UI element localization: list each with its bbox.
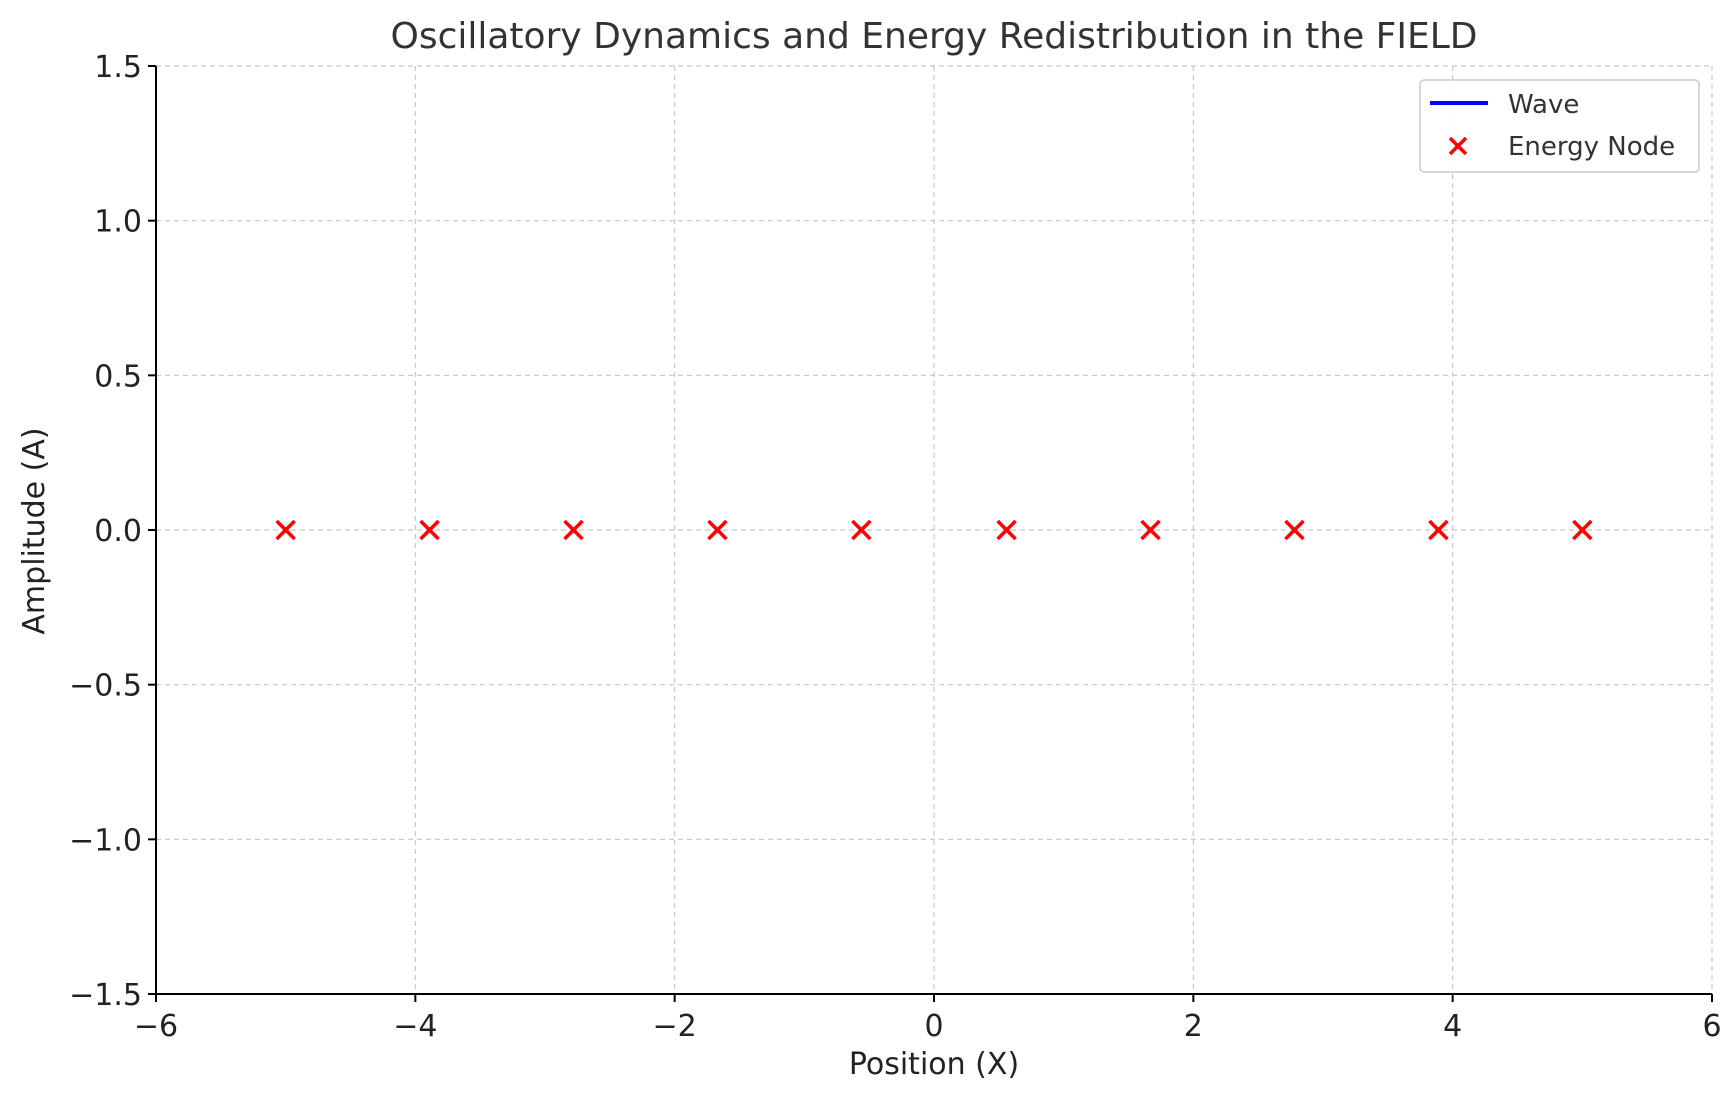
energy-node-point [707, 519, 728, 541]
x-tick-label: −6 [134, 1009, 178, 1044]
y-tick-label: 1.5 [94, 50, 142, 85]
y-tick-label: 0.0 [94, 514, 142, 549]
x-tick-label: 6 [1702, 1009, 1721, 1044]
legend-label-wave: Wave [1508, 90, 1579, 120]
x-tick-label: 2 [1184, 1009, 1203, 1044]
y-tick-label: 1.0 [94, 205, 142, 240]
legend: Wave Energy Node [1419, 79, 1700, 173]
x-tick-label: 4 [1443, 1009, 1462, 1044]
y-tick-label: 0.5 [94, 359, 142, 394]
y-tick-label: −1.0 [69, 823, 142, 858]
x-tick-label: −2 [653, 1009, 697, 1044]
plot-area [275, 519, 1593, 541]
energy-node-point [563, 519, 584, 541]
y-axis-label: Amplitude (A) [17, 427, 52, 634]
energy-node-point [1140, 519, 1161, 541]
legend-box [1419, 79, 1700, 173]
energy-node-point [1428, 519, 1449, 541]
x-axis-label: Position (X) [849, 1047, 1019, 1082]
energy-node-point [1572, 519, 1593, 541]
y-tick-label: −0.5 [69, 669, 142, 704]
y-ticks: −1.5 −1.0 −0.5 0.0 0.5 1.0 1.5 [69, 50, 156, 1013]
energy-node-point [851, 519, 872, 541]
legend-label-energy-node: Energy Node [1508, 132, 1675, 162]
x-tick-label: −4 [393, 1009, 437, 1044]
grid [155, 65, 1713, 995]
energy-node-point [419, 519, 440, 541]
legend-energy-node-swatch [1448, 136, 1468, 156]
y-tick-label: −1.5 [69, 978, 142, 1013]
chart-title: Oscillatory Dynamics and Energy Redistri… [390, 16, 1477, 57]
energy-node-point [275, 519, 296, 541]
x-ticks: −6 −4 −2 0 2 4 6 [134, 994, 1722, 1044]
energy-node-point [996, 519, 1017, 541]
x-tick-label: 0 [924, 1009, 943, 1044]
energy-node-point [1284, 519, 1305, 541]
